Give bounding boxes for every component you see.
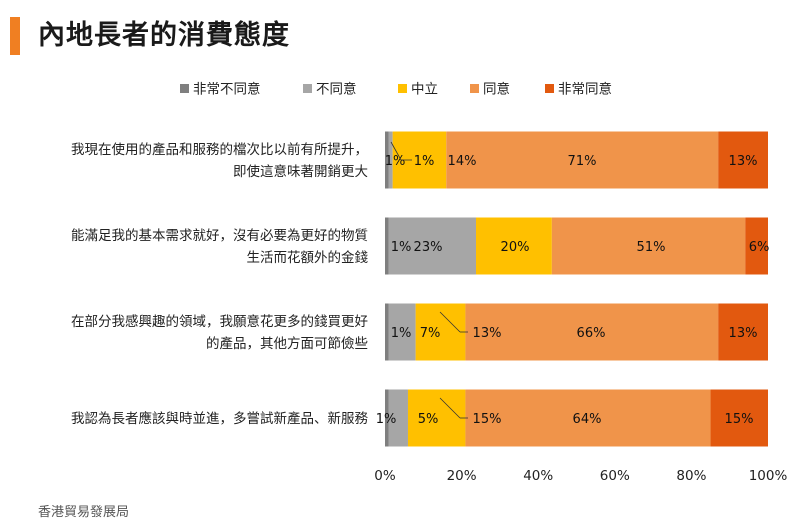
data-label-row4-1: 1%	[376, 412, 397, 427]
bar-row1-strongly_disagree	[385, 131, 389, 189]
bar-row1-strongly_agree	[718, 131, 768, 189]
x-tick-1: 0%	[374, 468, 396, 484]
data-label-row4-3: 15%	[473, 412, 502, 427]
bar-row4-disagree	[388, 389, 408, 447]
bar-row2-strongly_disagree	[385, 217, 389, 275]
data-label-row4-4: 64%	[573, 412, 602, 427]
title-accent-bar	[10, 17, 20, 55]
data-label-row3-2: 7%	[420, 326, 441, 341]
legend-swatch-4	[470, 84, 479, 93]
bar-row4-agree	[465, 389, 711, 447]
chart-legend: 非常不同意 不同意 中立 同意 非常同意	[180, 81, 612, 98]
category-label-3-line-2: 的產品，其他方面可節儉些	[206, 335, 368, 352]
data-label-row2-2: 23%	[414, 240, 443, 255]
data-label-row3-5: 13%	[729, 326, 758, 341]
bar-row3-strongly_agree	[718, 303, 768, 361]
bar-row4-strongly_agree	[710, 389, 768, 447]
data-label-row2-1: 1%	[391, 240, 412, 255]
category-label-4-line-1: 我認為長者應該與時並進，多嘗試新產品、新服務	[71, 410, 368, 427]
legend-label-5: 非常同意	[558, 81, 612, 98]
data-label-row3-3: 13%	[473, 326, 502, 341]
legend-swatch-5	[545, 84, 554, 93]
legend-swatch-3	[398, 84, 407, 93]
data-label-row1-3: 14%	[448, 154, 477, 169]
data-label-row3-1: 1%	[391, 326, 412, 341]
source-note: 香港貿易發展局	[38, 505, 130, 520]
bar-row2-neutral	[476, 217, 552, 275]
leader-line-1	[390, 141, 402, 161]
legend-label-2: 不同意	[316, 81, 357, 98]
data-label-row4-5: 15%	[725, 412, 754, 427]
category-label-2-line-1: 能滿足我的基本需求就好，沒有必要為更好的物質	[71, 227, 368, 244]
data-label-row2-3: 20%	[501, 240, 530, 255]
bar-row4-neutral	[407, 389, 466, 447]
legend-label-4: 同意	[483, 81, 510, 98]
x-axis: 0% 20% 40% 60% 80% 100%	[374, 468, 787, 484]
bars	[385, 131, 768, 447]
data-label-row1-5: 13%	[729, 154, 758, 169]
data-label-row2-5: 6%	[749, 240, 770, 255]
page-title: 內地長者的消費態度	[38, 20, 290, 51]
leader-line-3	[439, 311, 461, 333]
bar-row1-disagree	[388, 131, 393, 189]
data-label-row3-4: 66%	[577, 326, 606, 341]
category-label-2-line-2: 生活而花額外的金錢	[247, 249, 369, 266]
legend-label-1: 非常不同意	[193, 81, 261, 98]
bar-row3-disagree	[388, 303, 416, 361]
category-label-1-line-1: 我現在使用的產品和服務的檔次比以前有所提升，	[71, 141, 368, 158]
data-label-row2-4: 51%	[637, 240, 666, 255]
legend-swatch-2	[303, 84, 312, 93]
bar-row2-strongly_agree	[745, 217, 768, 275]
category-labels: 我現在使用的產品和服務的檔次比以前有所提升， 即使這意味著開銷更大能滿足我的基本需…	[71, 141, 368, 427]
data-label-row1-4: 71%	[568, 154, 597, 169]
x-tick-6: 100%	[749, 468, 788, 484]
x-tick-4: 60%	[600, 468, 630, 484]
x-tick-2: 20%	[447, 468, 477, 484]
legend-label-3: 中立	[411, 82, 438, 98]
data-label-row4-2: 5%	[418, 412, 439, 427]
bar-row2-agree	[551, 217, 746, 275]
legend-swatch-1	[180, 84, 189, 93]
leader-line-5	[439, 397, 461, 419]
x-tick-3: 40%	[523, 468, 553, 484]
bar-row4-strongly_disagree	[385, 389, 389, 447]
data-labels: 1% 1% 14% 71% 13%1% 23% 20% 51% 6%1% 7% 13% 66% 13%1…	[376, 141, 770, 427]
category-label-1-line-2: 即使這意味著開銷更大	[233, 163, 368, 180]
data-label-row1-1: 1%	[385, 154, 406, 169]
category-label-3-line-1: 在部分我感興趣的領域，我願意花更多的錢買更好	[71, 313, 368, 330]
x-tick-5: 80%	[676, 468, 706, 484]
bar-row3-strongly_disagree	[385, 303, 389, 361]
data-label-row1-2: 1%	[414, 154, 435, 169]
bar-row3-agree	[465, 303, 719, 361]
bar-row2-disagree	[388, 217, 477, 275]
bar-row1-agree	[446, 131, 719, 189]
